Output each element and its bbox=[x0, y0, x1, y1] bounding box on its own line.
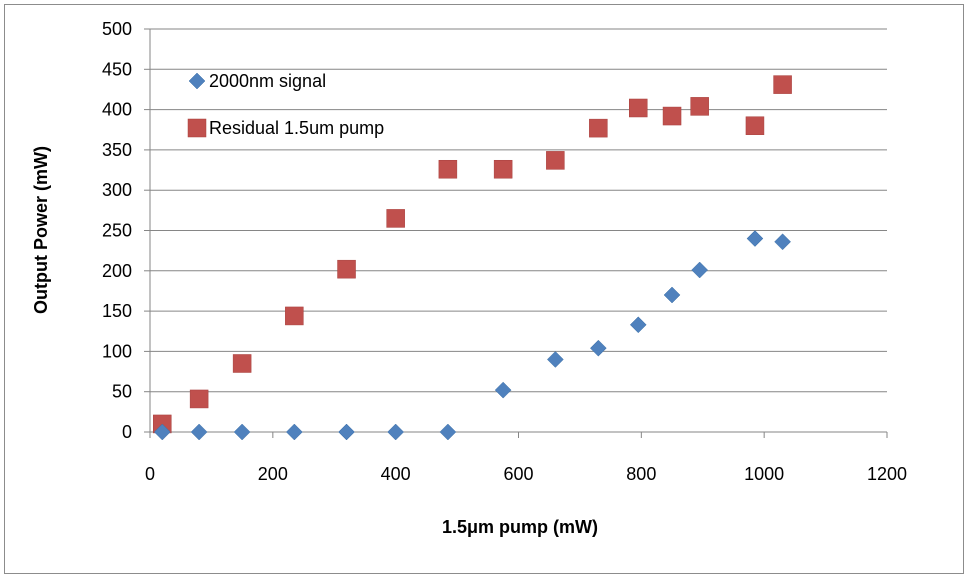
pump-point bbox=[662, 106, 682, 126]
signal-point bbox=[190, 423, 208, 441]
pump-point bbox=[773, 75, 792, 94]
gridlines bbox=[150, 28, 887, 393]
legend-diamond-icon bbox=[188, 72, 206, 90]
pump-point bbox=[589, 118, 608, 138]
legend-square-icon bbox=[187, 118, 207, 138]
series-residual-pump bbox=[153, 75, 792, 434]
x-tick-label: 1000 bbox=[744, 464, 784, 484]
y-tick-label: 250 bbox=[102, 221, 132, 241]
pump-point bbox=[546, 151, 565, 170]
signal-point bbox=[663, 286, 681, 304]
y-tick-label: 400 bbox=[102, 100, 132, 120]
y-tick-label: 500 bbox=[102, 19, 132, 39]
pump-point bbox=[386, 209, 405, 228]
chart-frame bbox=[4, 4, 964, 574]
x-tick-label: 600 bbox=[503, 464, 533, 484]
pump-point bbox=[745, 116, 765, 135]
y-tick-label: 300 bbox=[102, 180, 132, 200]
x-tick-label: 800 bbox=[626, 464, 656, 484]
x-tick-label: 400 bbox=[381, 464, 411, 484]
pump-point bbox=[285, 306, 304, 326]
legend-label: Residual 1.5um pump bbox=[209, 118, 384, 138]
y-tick-label: 100 bbox=[102, 341, 132, 361]
signal-point bbox=[387, 423, 405, 441]
x-axis-title: 1.5μm pump (mW) bbox=[442, 517, 598, 537]
signal-point bbox=[494, 381, 512, 399]
pump-point bbox=[189, 389, 209, 409]
signal-point bbox=[589, 339, 607, 357]
legend-item: Residual 1.5um pump bbox=[187, 118, 384, 138]
x-tick-label: 200 bbox=[258, 464, 288, 484]
signal-point bbox=[233, 423, 251, 441]
y-tick-labels: 0 50 100 150 200 250 300 350 400 450 500 bbox=[102, 19, 132, 442]
signal-point bbox=[774, 233, 791, 251]
signal-point bbox=[746, 230, 764, 247]
x-tick-label: 1200 bbox=[867, 464, 907, 484]
series-signal bbox=[153, 230, 791, 441]
pump-point bbox=[629, 98, 648, 118]
x-tick-labels: 0 200 400 600 800 1000 1200 bbox=[145, 464, 907, 484]
legend-label: 2000nm signal bbox=[209, 71, 326, 91]
y-tick-label: 350 bbox=[102, 140, 132, 160]
pump-point bbox=[690, 97, 709, 116]
signal-point bbox=[285, 423, 303, 441]
legend: 2000nm signal Residual 1.5um pump bbox=[187, 71, 384, 138]
data-points bbox=[153, 75, 792, 441]
signal-point bbox=[629, 316, 647, 334]
signal-point bbox=[439, 423, 457, 441]
pump-point bbox=[438, 159, 458, 179]
y-tick-label: 150 bbox=[102, 301, 132, 321]
pump-point bbox=[337, 259, 356, 279]
legend-item: 2000nm signal bbox=[188, 71, 326, 91]
y-tick-label: 0 bbox=[122, 422, 132, 442]
y-tick-label: 450 bbox=[102, 59, 132, 79]
pump-point bbox=[493, 159, 513, 179]
x-tick-label: 0 bbox=[145, 464, 155, 484]
signal-point bbox=[338, 423, 355, 441]
pump-point bbox=[232, 354, 252, 373]
axes bbox=[144, 28, 888, 438]
y-tick-label: 50 bbox=[112, 382, 132, 402]
signal-point bbox=[546, 351, 564, 368]
signal-point bbox=[691, 261, 709, 279]
y-tick-label: 200 bbox=[102, 261, 132, 281]
signal-point bbox=[153, 423, 171, 441]
y-axis-title: Output Power (mW) bbox=[31, 146, 51, 314]
